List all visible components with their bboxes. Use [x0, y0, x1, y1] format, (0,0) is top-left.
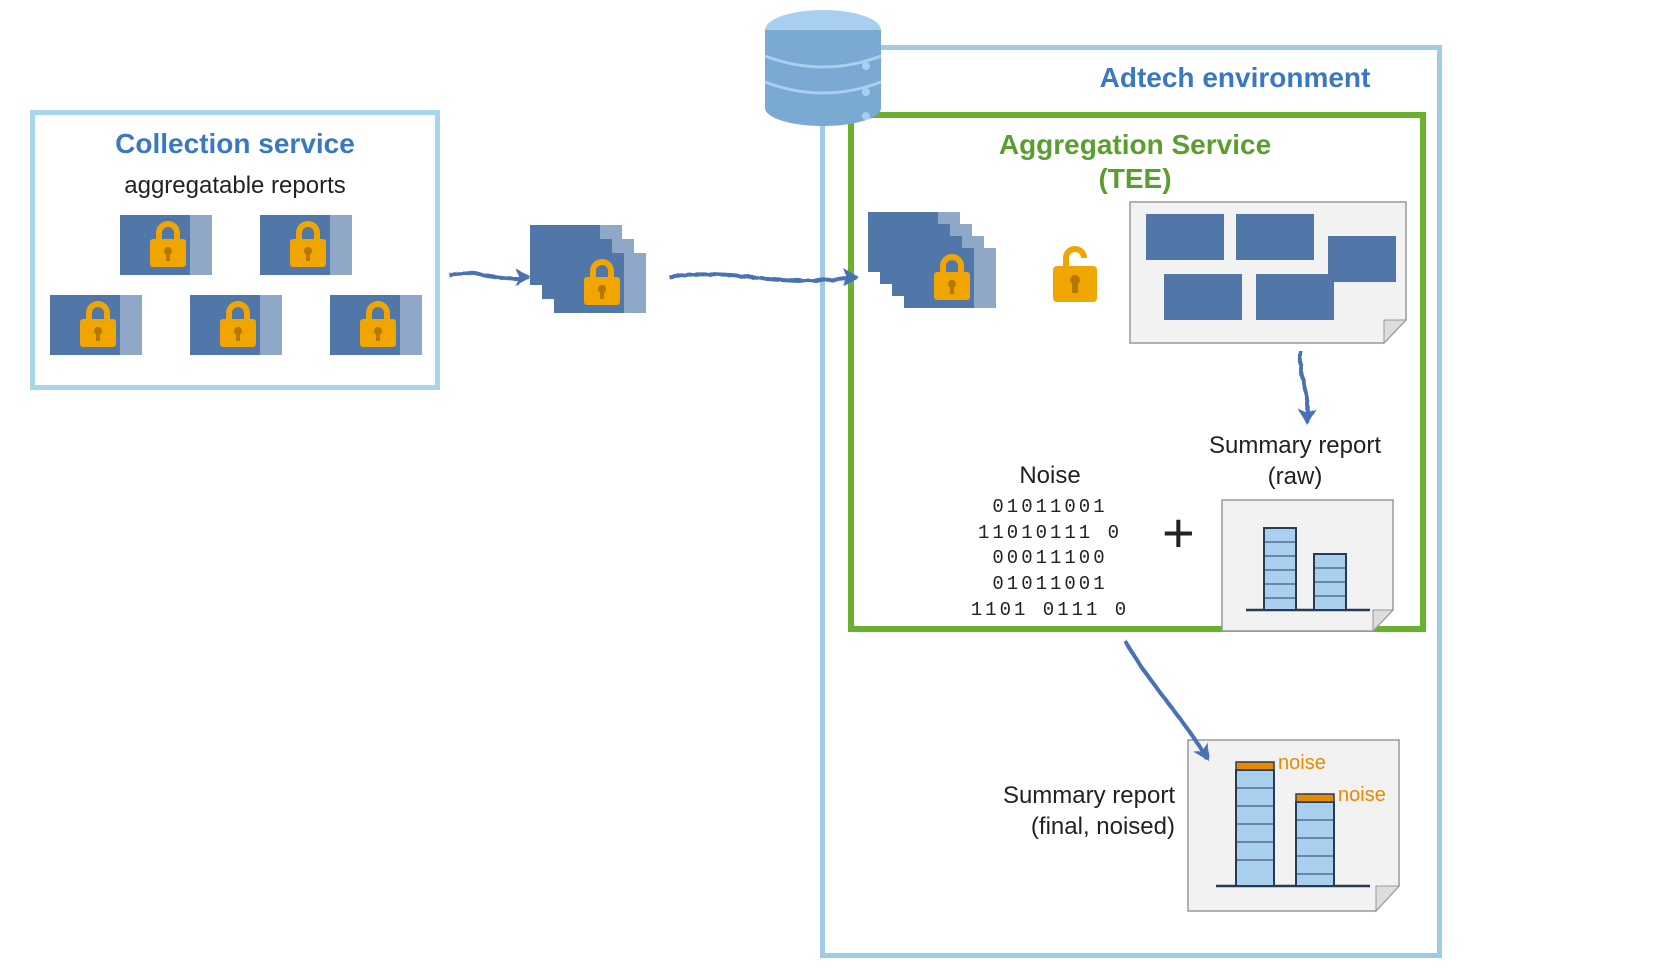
summary-raw-chart: [1220, 498, 1395, 633]
summary-final-label: Summary report (final, noised): [955, 780, 1175, 842]
collection-title: Collection service: [60, 128, 410, 160]
decrypted-data: [1128, 200, 1408, 345]
adtech-title: Adtech environment: [1060, 62, 1410, 94]
noise-tag-2: noise: [1338, 784, 1386, 807]
aggregation-title: Aggregation Service (TEE): [970, 128, 1300, 195]
aggregatable-label: aggregatable reports: [80, 170, 390, 201]
noise-tag-1: noise: [1278, 752, 1326, 775]
aggregation-title-line2: (TEE): [1098, 163, 1171, 194]
database-icon: [758, 8, 888, 128]
batched-reports: [530, 225, 670, 335]
noise-title: Noise: [990, 460, 1110, 491]
summary-raw-label: Summary report (raw): [1185, 430, 1405, 492]
plus-sign: +: [1162, 500, 1195, 565]
collection-reports: [50, 205, 430, 385]
unlock-icon: [1045, 238, 1105, 308]
aggregation-title-line1: Aggregation Service: [999, 129, 1271, 160]
noise-bits: 01011001 11010111 0 00011100 01011001 11…: [950, 495, 1150, 623]
tee-input-reports: [868, 212, 1018, 332]
